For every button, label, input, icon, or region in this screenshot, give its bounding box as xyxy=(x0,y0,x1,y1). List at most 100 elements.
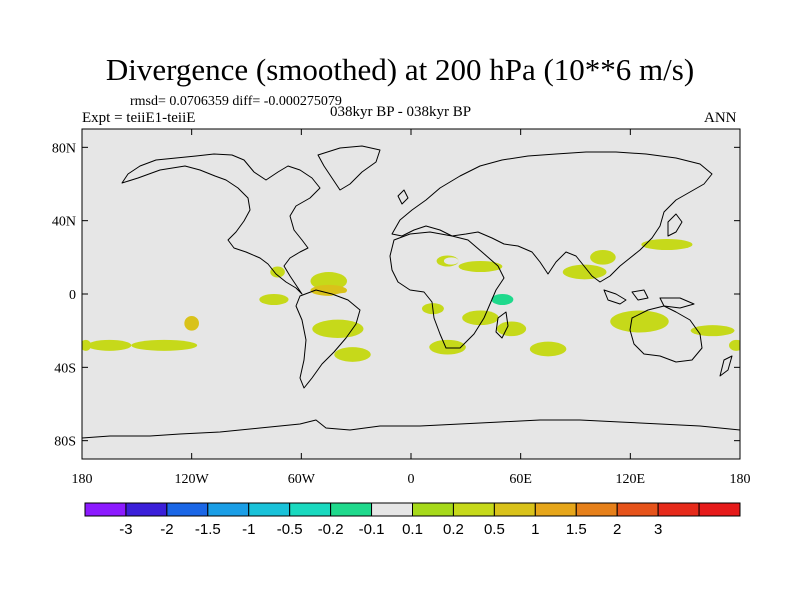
divergence-region xyxy=(610,310,669,333)
coastline-maritime-continent xyxy=(603,289,695,309)
lon-tick-label: 0 xyxy=(408,472,415,487)
coastline-north-america xyxy=(121,153,321,295)
divergence-region xyxy=(403,257,419,265)
colorbar-swatch xyxy=(166,502,209,517)
colorbar-swatch xyxy=(330,502,373,517)
colorbar-swatch xyxy=(534,502,577,517)
stats-label: rmsd= 0.0706359 diff= -0.000275079 xyxy=(130,94,342,109)
colorbar-swatch xyxy=(125,502,168,517)
colorbar-label: 0.2 xyxy=(443,521,464,538)
divergence-region xyxy=(87,286,132,302)
divergence-region xyxy=(597,277,620,293)
colorbar-swatch xyxy=(616,502,659,517)
plot-title: Divergence (smoothed) at 200 hPa (10**6 … xyxy=(105,52,695,87)
divergence-region xyxy=(334,347,371,362)
colorbar-label: -0.5 xyxy=(277,521,303,538)
divergence-region xyxy=(113,220,136,228)
colorbar-label: 0.5 xyxy=(484,521,505,538)
divergence-region xyxy=(87,339,132,351)
divergence-region xyxy=(690,325,735,337)
coastline-antarctica xyxy=(82,419,740,439)
divergence-region xyxy=(650,294,739,305)
colorbar-label: 3 xyxy=(654,521,662,538)
colorbar-label: -1 xyxy=(242,521,255,538)
divergence-region xyxy=(458,261,503,272)
colorbar-swatch xyxy=(207,502,250,517)
coastline-madagascar xyxy=(495,311,509,339)
divergence-region xyxy=(447,246,514,258)
season-label: ANN xyxy=(704,110,737,126)
divergence-field xyxy=(82,220,740,362)
colorbar-swatch xyxy=(657,502,700,517)
colorbar-swatch xyxy=(575,502,618,517)
colorbar-label: -0.2 xyxy=(318,521,344,538)
lat-tick-label: 40N xyxy=(52,215,76,230)
divergence-region xyxy=(83,262,117,278)
divergence-region xyxy=(259,294,289,305)
colorbar-swatch xyxy=(412,502,454,517)
divergence-region xyxy=(590,250,616,265)
coastline-eurasia xyxy=(391,151,713,283)
colorbar-swatch xyxy=(248,502,291,517)
divergence-region xyxy=(301,264,320,273)
period-label: 038kyr BP - 038kyr BP xyxy=(330,104,472,120)
colorbar-label: -3 xyxy=(119,521,132,538)
coastline-japan xyxy=(667,213,683,237)
coastline-australia xyxy=(629,305,703,363)
longitude-axis: 180 120W 60W 0 60E 120E 180 xyxy=(72,129,751,487)
colorbar-label: -0.1 xyxy=(359,521,385,538)
lon-tick-label: 180 xyxy=(730,472,751,487)
divergence-region xyxy=(462,310,499,326)
divergence-region xyxy=(312,319,364,339)
divergence-region xyxy=(496,321,527,337)
colorbar-swatch xyxy=(493,502,536,517)
divergence-region xyxy=(310,284,348,296)
lat-tick-label: 40S xyxy=(54,361,76,376)
lon-tick-label: 120W xyxy=(175,472,210,487)
lon-tick-label: 60E xyxy=(509,472,532,487)
colorbar-swatch xyxy=(452,502,495,517)
divergence-region xyxy=(491,294,514,305)
colorbar-label: 1 xyxy=(531,521,539,538)
lat-tick-label: 0 xyxy=(69,288,76,303)
lat-tick-label: 80S xyxy=(54,435,76,450)
divergence-region xyxy=(131,339,198,351)
divergence-region xyxy=(270,266,285,278)
coastline-greenland xyxy=(317,145,381,191)
divergence-region xyxy=(429,339,466,355)
colorbar-swatch xyxy=(84,502,127,517)
colorbar-label: 1.5 xyxy=(566,521,587,538)
colorbar-label: 2 xyxy=(613,521,621,538)
colorbar-label: -2 xyxy=(160,521,173,538)
latitude-axis: 80N 40N 0 40S 80S xyxy=(52,141,740,450)
divergence-region xyxy=(222,301,252,324)
divergence-region xyxy=(562,264,607,280)
colorbar-label: -1.5 xyxy=(195,521,221,538)
colorbar-swatch xyxy=(698,502,741,517)
divergence-region xyxy=(184,316,199,331)
colorbar-swatch xyxy=(289,502,332,517)
coastlines xyxy=(82,145,740,439)
coastline-new-zealand xyxy=(719,355,733,377)
divergence-region xyxy=(577,314,611,326)
colorbar: -3 -2 -1.5 -1 -0.5 -0.2 -0.1 0.1 0.2 0.5 1 1.5 2 3 xyxy=(84,502,741,538)
coastline-south-america xyxy=(295,289,361,389)
divergence-region xyxy=(729,339,740,351)
coastline-british-isles xyxy=(397,189,409,205)
divergence-region xyxy=(330,292,382,304)
experiment-label: Expt = teiiE1-teiiE xyxy=(82,110,196,126)
divergence-region xyxy=(82,339,92,351)
divergence-region xyxy=(443,257,459,265)
colorbar-swatch xyxy=(371,502,413,517)
lon-tick-label: 60W xyxy=(288,472,316,487)
divergence-region xyxy=(707,262,737,271)
lon-tick-label: 120E xyxy=(616,472,646,487)
map-background xyxy=(82,129,740,459)
lon-tick-label: 180 xyxy=(72,472,93,487)
divergence-region xyxy=(529,341,567,357)
colorbar-label: 0.1 xyxy=(402,521,423,538)
divergence-region xyxy=(641,239,693,250)
coastline-africa xyxy=(389,231,505,349)
lat-tick-label: 80N xyxy=(52,141,76,156)
